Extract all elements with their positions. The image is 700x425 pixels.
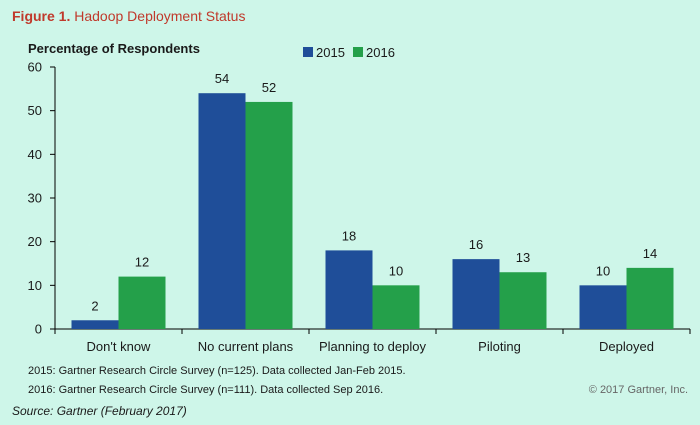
data-label: 10	[389, 263, 403, 278]
survey-note-2015: 2015: Gartner Research Circle Survey (n=…	[28, 365, 406, 377]
x-tick-label: No current plans	[198, 339, 294, 354]
y-tick-label: 50	[28, 103, 42, 118]
data-label: 52	[262, 80, 276, 95]
axes: 0 10 20 30 40 50 60 Don't know No current plans P…	[28, 60, 691, 354]
data-label: 16	[469, 237, 483, 252]
copyright-text: © 2017 Gartner, Inc.	[588, 384, 688, 396]
source-text: Source: Gartner (February 2017)	[12, 404, 187, 418]
bar-2016	[372, 285, 420, 329]
bar-2015	[198, 93, 246, 329]
y-tick-label: 10	[28, 278, 42, 293]
y-axis-label: Percentage of Respondents	[28, 41, 200, 56]
data-label: 54	[215, 71, 229, 86]
bar-2016	[245, 101, 293, 329]
bar-2015	[452, 259, 500, 329]
y-tick-label: 30	[28, 191, 42, 206]
data-labels: 2 12 54 52 18 10 16 13 10 14	[91, 71, 657, 313]
y-tick-label: 20	[28, 234, 42, 249]
data-label: 13	[516, 250, 530, 265]
x-tick-label: Planning to deploy	[319, 339, 426, 354]
bar-2015	[325, 250, 373, 329]
figure-label: Figure 1.	[12, 8, 71, 24]
bar-2015	[579, 285, 627, 329]
data-label: 12	[135, 255, 149, 270]
bar-2016	[499, 272, 547, 329]
data-label: 14	[643, 246, 657, 261]
legend-swatch-2016	[353, 47, 363, 57]
y-tick-label: 0	[35, 322, 42, 337]
legend-label-2016: 2016	[366, 45, 395, 60]
figure-title: Figure 1. Hadoop Deployment Status	[12, 8, 245, 24]
x-tick-label: Piloting	[478, 339, 521, 354]
x-tick-label: Don't know	[87, 339, 152, 354]
x-tick-label: Deployed	[599, 339, 654, 354]
bar-2016	[626, 267, 674, 329]
data-label: 2	[91, 298, 98, 313]
data-label: 10	[596, 263, 610, 278]
data-label: 18	[342, 228, 356, 243]
survey-note-2016: 2016: Gartner Research Circle Survey (n=…	[28, 384, 384, 396]
figure-title-text: Hadoop Deployment Status	[74, 8, 246, 24]
bar-2016	[118, 276, 166, 329]
y-tick-label: 60	[28, 60, 42, 75]
legend-swatch-2015	[303, 47, 313, 57]
bars	[71, 93, 674, 329]
legend-label-2015: 2015	[316, 45, 345, 60]
bar-2015	[71, 320, 119, 329]
legend: 2015 2016	[303, 45, 395, 60]
y-tick-label: 40	[28, 147, 42, 162]
